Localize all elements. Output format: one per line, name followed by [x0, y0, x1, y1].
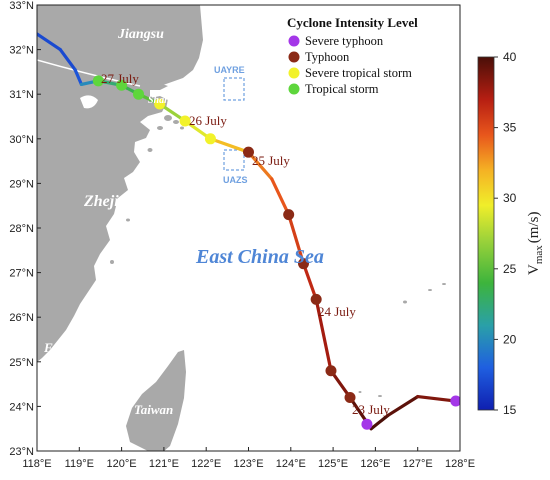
track-segment — [246, 150, 274, 181]
label-zhejiang: Zhejiang — [83, 193, 144, 210]
y-tick-label: 25°N — [9, 357, 34, 369]
track-marker — [344, 391, 356, 403]
taiwan-land — [126, 350, 186, 451]
chongming-island — [140, 82, 168, 90]
track-segment — [73, 68, 84, 86]
zhoushan-islands — [110, 115, 184, 264]
x-tick-label: 126°E — [360, 458, 390, 470]
x-tick-label: 120°E — [107, 458, 137, 470]
intensity-legend: Cyclone Intensity Level Severe typhoon Ty… — [287, 15, 418, 96]
wind-speed-colorbar: 15 20 25 30 35 40 Vmax(m/s) — [477, 50, 545, 417]
x-tick-label: 119°E — [65, 458, 94, 470]
y-tick-label: 23°N — [9, 446, 34, 458]
track-segment — [301, 262, 318, 301]
y-tick-label: 31°N — [9, 89, 34, 101]
x-tick-label: 125°E — [318, 458, 348, 470]
track-marker — [204, 133, 216, 145]
track-marker — [154, 98, 166, 110]
track-marker — [92, 75, 104, 87]
x-tick-label: 122°E — [191, 458, 221, 470]
track-marker — [179, 115, 191, 127]
colorbar-tick-label: 30 — [503, 191, 517, 205]
legend-swatch — [288, 35, 300, 47]
y-tick-label: 30°N — [9, 134, 34, 146]
date-label-23-july: 23 July — [352, 402, 390, 417]
colorbar-title-v: V — [526, 264, 542, 275]
track-marker — [283, 209, 295, 221]
y-tick-label: 27°N — [9, 268, 34, 280]
y-tick-label: 26°N — [9, 312, 34, 324]
legend-label: Severe tropical storm — [305, 66, 412, 80]
track-segment — [58, 47, 77, 72]
track-segment — [416, 394, 458, 403]
legend-title: Cyclone Intensity Level — [287, 15, 418, 30]
legend-label: Severe typhoon — [305, 34, 384, 48]
x-tick-label: 118°E — [22, 458, 51, 470]
legend-swatch — [288, 67, 300, 79]
track-marker — [310, 293, 322, 305]
taihu-lake — [80, 95, 98, 109]
track-markers — [92, 75, 460, 430]
x-tick-label: 123°E — [233, 458, 263, 470]
date-label-24-july: 24 July — [318, 304, 356, 319]
label-east-china-sea: East China Sea — [195, 246, 324, 268]
colorbar-tick-label: 40 — [503, 50, 517, 64]
x-tick-label: 121°E — [149, 458, 179, 470]
track-marker — [133, 88, 145, 100]
y-tick-label: 33°N — [9, 0, 34, 12]
track-segment — [369, 413, 390, 431]
track-segment — [208, 137, 251, 154]
latitude-axis: 23°N 24°N 25°N 26°N 27°N 28°N 29°N 30°N 31°N 32°N… — [9, 0, 41, 458]
y-tick-label: 32°N — [9, 45, 34, 57]
date-label-25-july: 25 July — [252, 153, 290, 168]
uazs-box — [223, 149, 245, 171]
colorbar-title: Vmax(m/s) — [526, 212, 545, 275]
label-uayre: UAYRE — [214, 65, 245, 75]
mainland-land — [37, 5, 203, 362]
x-tick-label: 128°E — [445, 458, 475, 470]
label-fujian: Fujian — [43, 340, 81, 355]
track-marker — [361, 418, 373, 430]
label-uazs: UAZS — [223, 175, 248, 185]
track-marker — [243, 146, 254, 158]
date-label-26-july: 26 July — [189, 113, 227, 128]
track-segment — [386, 394, 420, 417]
track-marker — [297, 258, 309, 270]
colorbar-tick-label: 25 — [503, 262, 517, 276]
label-jiangsu: Jiangsu — [117, 27, 164, 42]
colorbar-title-unit: (m/s) — [526, 212, 542, 244]
track-segment — [270, 177, 291, 217]
x-tick-label: 127°E — [403, 458, 433, 470]
colorbar-tick-label: 20 — [503, 332, 517, 346]
map-panel: Jiangsu Shanghai Zhejiang Fujian Taiwan … — [36, 4, 461, 452]
legend-label: Tropical storm — [305, 82, 379, 96]
legend-swatch — [288, 51, 300, 63]
date-label-27-july: 27 July — [101, 71, 139, 86]
colorbar-tick-label: 15 — [503, 403, 517, 417]
track-marker — [116, 79, 128, 91]
track-segment — [287, 213, 306, 266]
colorbar-ramp — [477, 56, 495, 411]
y-tick-label: 24°N — [9, 401, 34, 413]
y-tick-label: 29°N — [9, 178, 34, 190]
track-segment — [314, 297, 333, 373]
legend-swatch — [288, 83, 300, 95]
track-marker — [450, 395, 460, 407]
river — [37, 59, 141, 87]
legend-label: Typhoon — [305, 50, 350, 64]
uayre-box — [223, 77, 245, 101]
x-tick-label: 124°E — [276, 458, 306, 470]
track-segment — [37, 32, 62, 52]
label-taiwan: Taiwan — [134, 402, 173, 417]
colorbar-tick-label: 35 — [503, 121, 517, 135]
track-marker — [325, 365, 337, 377]
label-shanghai: Shanghai — [148, 95, 188, 106]
y-tick-label: 28°N — [9, 223, 34, 235]
longitude-axis: 118°E 119°E 120°E 121°E 122°E 123°E 124°E 125°E… — [22, 447, 475, 470]
colorbar-title-sub: max — [533, 245, 545, 264]
ryukyu-islands — [358, 283, 446, 397]
